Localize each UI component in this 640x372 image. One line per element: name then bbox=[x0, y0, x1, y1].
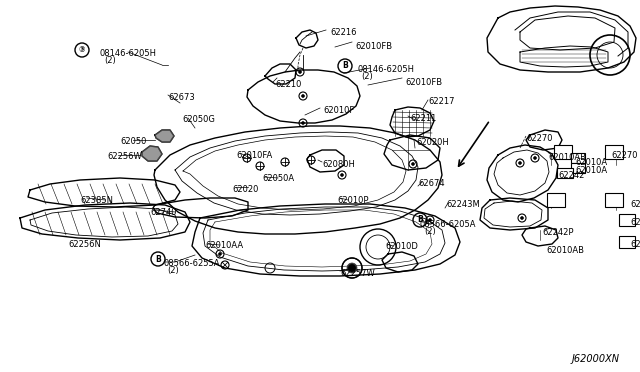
Text: 62010FB: 62010FB bbox=[405, 78, 442, 87]
Circle shape bbox=[520, 217, 524, 219]
Text: 62010F: 62010F bbox=[323, 106, 355, 115]
Text: 62010AB: 62010AB bbox=[630, 240, 640, 249]
Text: 62010AB: 62010AB bbox=[630, 200, 640, 209]
Text: 62010D: 62010D bbox=[385, 242, 418, 251]
Circle shape bbox=[347, 263, 357, 273]
Bar bbox=[605, 145, 623, 159]
Bar bbox=[619, 236, 635, 248]
Text: B: B bbox=[342, 61, 348, 71]
Text: 62010AA: 62010AA bbox=[205, 241, 243, 250]
Circle shape bbox=[349, 264, 355, 272]
Text: 62243M: 62243M bbox=[630, 218, 640, 227]
Text: 62010FB: 62010FB bbox=[355, 42, 392, 51]
Text: 62270: 62270 bbox=[526, 134, 552, 143]
Text: 08566-6205A: 08566-6205A bbox=[420, 220, 477, 229]
Text: ③: ③ bbox=[79, 45, 85, 55]
Text: (2): (2) bbox=[424, 227, 436, 236]
Text: 62242P: 62242P bbox=[542, 228, 573, 237]
Text: 62010FA: 62010FA bbox=[236, 151, 272, 160]
Text: (2): (2) bbox=[167, 266, 179, 275]
Text: B: B bbox=[155, 254, 161, 263]
Text: 62020: 62020 bbox=[232, 185, 259, 194]
Text: (2): (2) bbox=[361, 72, 372, 81]
Bar bbox=[571, 163, 585, 173]
Text: 62211: 62211 bbox=[410, 114, 436, 123]
Polygon shape bbox=[142, 146, 162, 161]
Text: 62010P: 62010P bbox=[337, 196, 369, 205]
Circle shape bbox=[412, 163, 415, 166]
Text: 62050G: 62050G bbox=[182, 115, 215, 124]
Text: B: B bbox=[417, 215, 423, 224]
Text: 62010A: 62010A bbox=[575, 166, 607, 175]
Circle shape bbox=[518, 161, 522, 164]
Text: 08566-6255A: 08566-6255A bbox=[163, 259, 220, 268]
Text: 62080H: 62080H bbox=[322, 160, 355, 169]
Text: 62256W: 62256W bbox=[107, 152, 141, 161]
Circle shape bbox=[340, 174, 344, 176]
Text: 62242: 62242 bbox=[558, 171, 584, 180]
Text: 62217: 62217 bbox=[428, 97, 454, 106]
Text: 62010A: 62010A bbox=[575, 158, 607, 167]
Text: 62010AB: 62010AB bbox=[546, 246, 584, 255]
Bar bbox=[557, 168, 573, 178]
Circle shape bbox=[301, 122, 305, 124]
Text: 62243M: 62243M bbox=[446, 200, 480, 209]
Text: 62257W: 62257W bbox=[340, 269, 375, 278]
Text: 62270: 62270 bbox=[611, 151, 637, 160]
Text: 62010AB: 62010AB bbox=[548, 153, 586, 162]
Text: 62050A: 62050A bbox=[262, 174, 294, 183]
Circle shape bbox=[219, 253, 221, 256]
Text: 62674: 62674 bbox=[418, 179, 445, 188]
Bar bbox=[554, 145, 572, 159]
Circle shape bbox=[301, 94, 305, 97]
Bar bbox=[571, 153, 585, 163]
Text: (2): (2) bbox=[104, 56, 116, 65]
Text: 62216: 62216 bbox=[330, 28, 356, 37]
Text: 62740: 62740 bbox=[150, 208, 177, 217]
Text: 62050: 62050 bbox=[120, 137, 147, 146]
Circle shape bbox=[429, 219, 431, 221]
Text: 62256N: 62256N bbox=[68, 240, 101, 249]
Text: 08146-6205H: 08146-6205H bbox=[357, 65, 414, 74]
Text: 62673: 62673 bbox=[168, 93, 195, 102]
Text: 08146-6205H: 08146-6205H bbox=[100, 49, 157, 58]
Bar bbox=[619, 214, 635, 226]
Text: 62210: 62210 bbox=[275, 80, 301, 89]
Circle shape bbox=[534, 157, 536, 159]
Text: J62000XN: J62000XN bbox=[572, 354, 620, 364]
Bar bbox=[605, 193, 623, 207]
Circle shape bbox=[299, 71, 301, 73]
Text: 62385N: 62385N bbox=[80, 196, 113, 205]
Text: 62020H: 62020H bbox=[416, 138, 449, 147]
Bar bbox=[547, 193, 565, 207]
Polygon shape bbox=[155, 130, 174, 142]
